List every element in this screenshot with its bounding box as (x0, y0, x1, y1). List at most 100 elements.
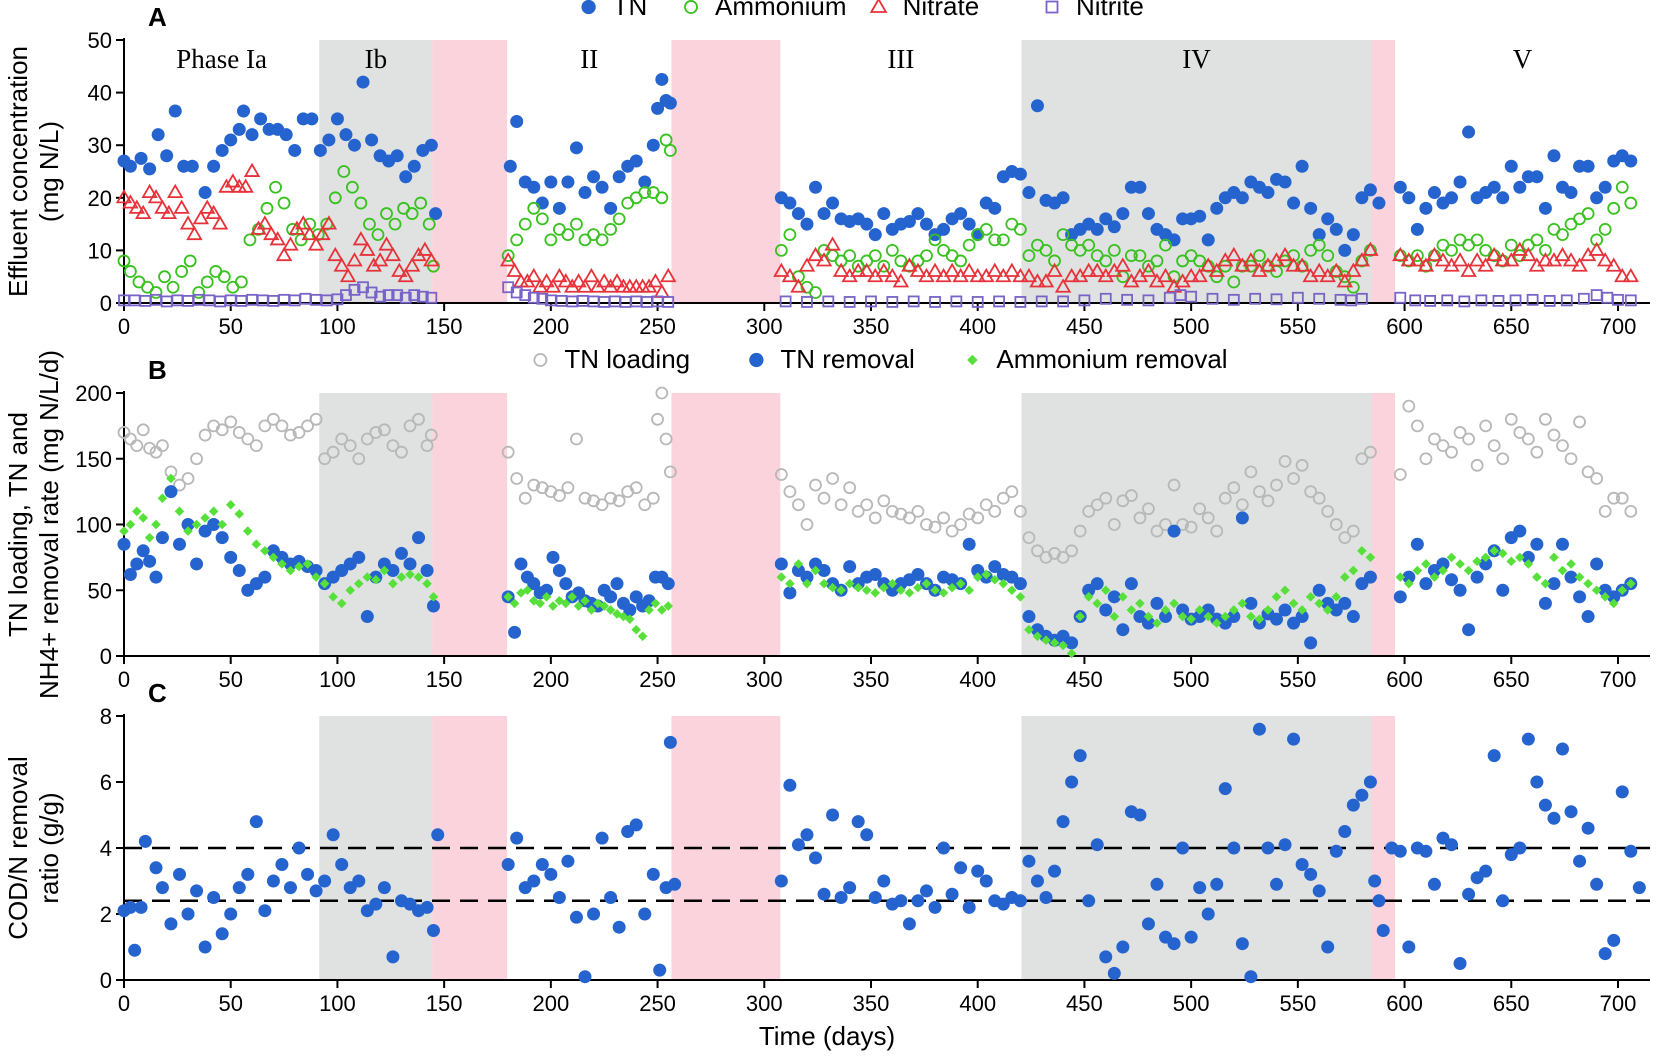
data-point (416, 241, 434, 256)
data-point (1573, 854, 1587, 868)
data-point (149, 445, 163, 459)
data-point (1293, 257, 1311, 272)
data-point (578, 970, 592, 984)
data-point (937, 222, 951, 236)
data-point (834, 891, 848, 904)
data-point (1513, 426, 1527, 439)
data-point (1278, 838, 1292, 852)
data-point (870, 588, 881, 598)
data-point (1479, 864, 1493, 878)
data-point (245, 128, 259, 142)
data-point (954, 207, 968, 221)
data-point (1607, 491, 1621, 505)
legend-label: TN loading (564, 344, 690, 374)
data-point (663, 601, 674, 611)
series-tn-loading (117, 386, 1638, 564)
data-point (1312, 491, 1326, 505)
data-point (996, 233, 1010, 247)
data-point (962, 238, 976, 252)
data-point (384, 246, 402, 262)
data-point (578, 491, 592, 505)
data-point (884, 267, 901, 283)
data-point (125, 519, 136, 530)
data-point (937, 841, 951, 855)
data-point (1080, 262, 1097, 277)
data-point (1321, 212, 1335, 226)
data-point (1364, 445, 1377, 459)
data-point (1031, 544, 1044, 558)
data-point (151, 128, 165, 142)
data-point (1468, 252, 1486, 267)
data-point (1244, 970, 1258, 984)
data-point (1176, 603, 1190, 617)
data-point (237, 104, 251, 118)
data-point (173, 478, 186, 492)
data-point (928, 520, 942, 534)
data-point (1227, 481, 1241, 495)
data-point (651, 101, 665, 115)
data-point (567, 592, 577, 602)
data-point (132, 506, 142, 517)
data-point (1022, 531, 1036, 545)
data-point (1453, 175, 1467, 189)
data-point (868, 249, 882, 263)
data-point (224, 907, 238, 921)
data-point (844, 578, 855, 589)
data-point (508, 625, 522, 639)
data-point (1270, 293, 1283, 306)
data-point (928, 900, 942, 914)
data-point (598, 296, 611, 308)
data-point (979, 874, 993, 888)
data-point (1530, 170, 1544, 184)
data-point (1152, 618, 1162, 628)
data-point (586, 605, 597, 615)
x-tick-label: 500 (1173, 667, 1210, 692)
data-point (604, 491, 618, 505)
data-point (1338, 243, 1352, 257)
data-point (1554, 246, 1571, 262)
data-point (1201, 603, 1215, 617)
data-point (503, 592, 513, 602)
data-point (860, 217, 874, 231)
data-point (608, 295, 621, 308)
data-point (243, 162, 261, 177)
data-point (164, 917, 178, 931)
data-point (552, 201, 566, 215)
y-tick-label: 6 (100, 770, 112, 795)
data-point (1013, 577, 1027, 591)
data-point (1372, 894, 1386, 908)
data-point (560, 598, 571, 609)
data-point (629, 481, 643, 495)
data-point (849, 262, 867, 277)
data-point (1547, 577, 1561, 591)
data-point (988, 201, 1002, 215)
data-point (570, 273, 587, 288)
data-point (989, 574, 1000, 585)
data-point (277, 559, 287, 569)
data-point (1056, 191, 1070, 205)
data-point (1225, 246, 1243, 262)
data-point (853, 582, 863, 593)
x-tick-label: 200 (532, 991, 569, 1016)
x-tick-label: 250 (639, 667, 676, 692)
data-point (396, 572, 407, 582)
data-point (160, 295, 173, 308)
data-point (282, 236, 299, 251)
x-tick-label: 400 (959, 314, 996, 339)
data-point (1614, 267, 1631, 283)
data-point (580, 595, 590, 606)
data-point (1012, 267, 1029, 283)
data-point (1600, 592, 1610, 602)
data-point (1428, 432, 1441, 446)
data-point (1487, 180, 1501, 194)
x-tick-label: 50 (218, 314, 242, 339)
data-point (199, 199, 216, 214)
data-point (774, 243, 788, 257)
legend-label: TN (613, 0, 648, 21)
data-point (1107, 518, 1121, 531)
data-point (928, 233, 942, 247)
phase-label: II (580, 44, 598, 74)
data-point (875, 262, 893, 277)
data-point (527, 478, 541, 492)
data-point (1082, 504, 1096, 518)
